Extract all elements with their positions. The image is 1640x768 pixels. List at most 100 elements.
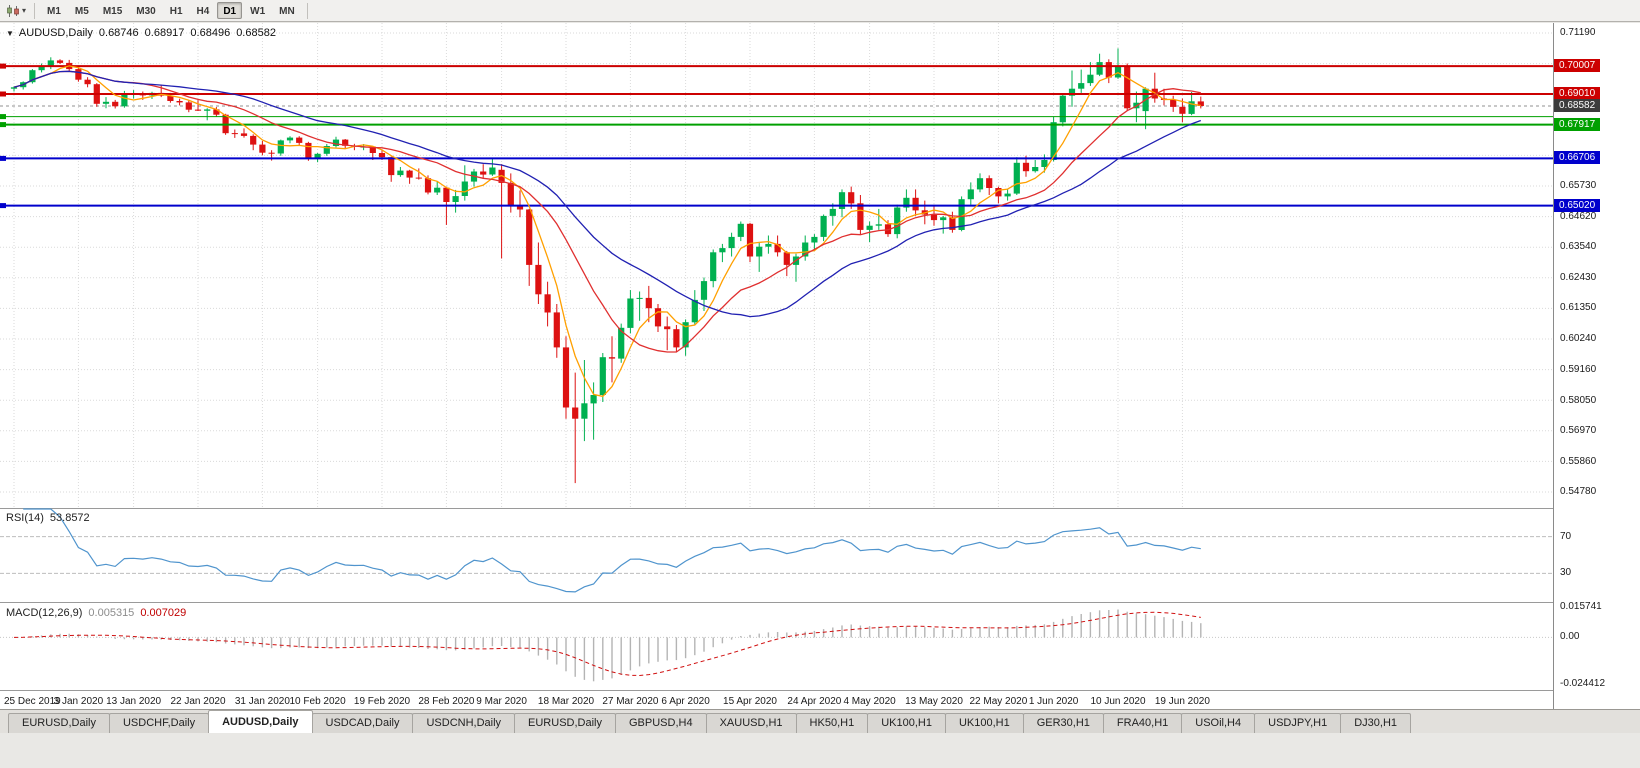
chart-type-dropdown-caret[interactable]: ▾ [22, 6, 27, 15]
chart-tab-hk50-h1[interactable]: HK50,H1 [795, 713, 869, 733]
chart-symbol-period: AUDUSD,Daily [18, 27, 93, 39]
price-axis-label: 0.60240 [1560, 333, 1597, 345]
ohlc-low: 0.68496 [190, 27, 231, 39]
price-axis-label: 0.71190 [1560, 27, 1596, 38]
ohlc-close: 0.68582 [236, 27, 276, 39]
timeframe-button-mn[interactable]: MN [279, 6, 295, 17]
price-axis-label: 0.58050 [1560, 394, 1597, 406]
time-axis-label: 13 May 2020 [905, 696, 963, 707]
hline-edge-marker [0, 114, 6, 120]
chart-tab-usdcnh-daily[interactable]: USDCNH,Daily [412, 713, 516, 733]
chart-tab-dj30-h1[interactable]: DJ30,H1 [1340, 713, 1412, 733]
top-toolbar: ▾ M1 M5 M15 M30 H1 H4 D1 W1 MN [0, 0, 1640, 22]
macd-axis-label: 0.015741 [1560, 601, 1602, 613]
price-axis-label: 0.63540 [1560, 240, 1597, 252]
rsi-line [23, 508, 1201, 593]
time-axis-label: 24 Apr 2020 [787, 696, 841, 707]
horizontal-lines[interactable] [0, 63, 1553, 209]
macd-indicator-label: MACD(12,26,9) 0.005315 0.007029 [6, 607, 186, 619]
time-axis-label: 9 Mar 2020 [476, 696, 527, 707]
price-line-label-green: 0.67917 [1554, 117, 1601, 131]
time-axis-label: 10 Jun 2020 [1090, 696, 1145, 707]
timeframe-button-h4[interactable]: H4 [196, 6, 210, 17]
timeframe-button-m30[interactable]: M30 [136, 6, 156, 17]
rsi-indicator-label: RSI(14) 53.8572 [6, 512, 90, 524]
hline-edge-marker [0, 155, 6, 161]
chart-tab-xauusd-h1[interactable]: XAUUSD,H1 [705, 713, 797, 733]
macd-signal-value: 0.007029 [140, 607, 187, 619]
macd-main-value: 0.005315 [88, 607, 135, 619]
price-axis-label: 0.61350 [1560, 302, 1597, 314]
timeframe-button-h1[interactable]: H1 [169, 6, 183, 17]
price-axis-label: 0.59160 [1560, 363, 1597, 375]
chart-tab-usdjpy-h1[interactable]: USDJPY,H1 [1254, 713, 1342, 733]
rsi-axis-label: 30 [1560, 567, 1572, 579]
chart-tab-ger30-h1[interactable]: GER30,H1 [1022, 713, 1104, 733]
timeframe-button-m1[interactable]: M1 [47, 6, 61, 17]
chart-tabs-bar: EURUSD,Daily USDCHF,Daily AUDUSD,Daily USDC… [0, 709, 1640, 733]
time-axis-label: 18 Mar 2020 [538, 696, 595, 707]
candlestick-series [10, 48, 1204, 484]
time-axis-label: 3 Jan 2020 [54, 696, 104, 707]
chart-tab-eurusd-daily[interactable]: EURUSD,Daily [8, 713, 110, 733]
status-strip [0, 733, 1640, 768]
price-axis-label: 0.62430 [1560, 272, 1597, 284]
hline-edge-marker [0, 203, 6, 209]
price-line-label-blue: 0.66706 [1554, 151, 1601, 165]
chart-tab-eurusd-daily[interactable]: EURUSD,Daily [514, 713, 616, 733]
toolbar-separator [34, 2, 36, 19]
rsi-axis-label: 70 [1560, 530, 1572, 542]
hline-edge-marker [0, 91, 6, 97]
chart-type-icon[interactable] [4, 2, 22, 20]
chart-tab-usdcad-daily[interactable]: USDCAD,Daily [311, 713, 414, 733]
macd-axis-label: -0.024412 [1560, 678, 1606, 689]
rsi-value: 53.8572 [49, 512, 90, 524]
sma-fast-line [13, 65, 1201, 398]
time-axis-label: 19 Feb 2020 [354, 696, 411, 707]
chart-tab-uk100-h1[interactable]: UK100,H1 [867, 713, 946, 733]
time-axis-label: 10 Feb 2020 [290, 696, 347, 707]
chart-tab-audusd-daily[interactable]: AUDUSD,Daily [208, 710, 313, 733]
price-axis-label: 0.54780 [1560, 486, 1597, 498]
timeframe-button-m15[interactable]: M15 [102, 6, 123, 17]
rsi-panel [0, 508, 1553, 593]
price-line-label-red: 0.69010 [1554, 86, 1601, 100]
rsi-name: RSI(14) [6, 512, 44, 524]
sma-mid-line [13, 70, 1201, 353]
time-axis-label: 27 Mar 2020 [602, 696, 659, 707]
price-line-label-blue: 0.65020 [1554, 198, 1601, 212]
chart-dropdown-caret[interactable]: ▼ [6, 29, 14, 38]
timeframe-button-d1[interactable]: D1 [217, 2, 243, 19]
time-axis-label: 15 Apr 2020 [723, 696, 777, 707]
chart-tab-fra40-h1[interactable]: FRA40,H1 [1102, 713, 1183, 733]
ohlc-open: 0.68746 [98, 27, 139, 39]
price-line-label-current: 0.68582 [1554, 98, 1601, 112]
chart-window[interactable]: 25 Dec 2019 3 Jan 2020 13 Jan 2020 22 Jan 2… [0, 23, 1553, 709]
chart-tab-usoil-h4[interactable]: USOil,H4 [1181, 713, 1256, 733]
chart-tab-usdchf-daily[interactable]: USDCHF,Daily [108, 713, 210, 733]
timeframe-button-m5[interactable]: M5 [74, 6, 89, 17]
hline-edge-marker [0, 122, 6, 128]
time-axis-label: 4 May 2020 [843, 696, 896, 707]
chart-tab-uk100-h1[interactable]: UK100,H1 [944, 713, 1024, 733]
time-axis-label: 13 Jan 2020 [106, 696, 161, 707]
macd-name: MACD(12,26,9) [6, 607, 83, 619]
chart-grid [0, 23, 1553, 508]
hline-edge-marker [0, 63, 6, 69]
time-axis-label: 19 Jun 2020 [1155, 696, 1210, 707]
time-axis-label: 28 Feb 2020 [418, 696, 475, 707]
macd-signal-line [13, 611, 1201, 677]
price-axis-label: 0.65730 [1560, 179, 1597, 191]
timeframe-button-w1[interactable]: W1 [250, 6, 266, 17]
chart-tab-gbpusd-h4[interactable]: GBPUSD,H4 [615, 713, 707, 733]
time-axis-label: 25 Dec 2019 [4, 696, 61, 707]
macd-panel [0, 609, 1553, 682]
moving-averages [13, 65, 1202, 398]
price-axis-label: 0.55860 [1560, 455, 1597, 467]
price-axis[interactable]: 0.71190 0.70007 0.69010 0.68582 0.67917 0.667… [1553, 23, 1640, 709]
time-axis-label: 22 May 2020 [969, 696, 1027, 707]
time-axis-label: 22 Jan 2020 [170, 696, 225, 707]
